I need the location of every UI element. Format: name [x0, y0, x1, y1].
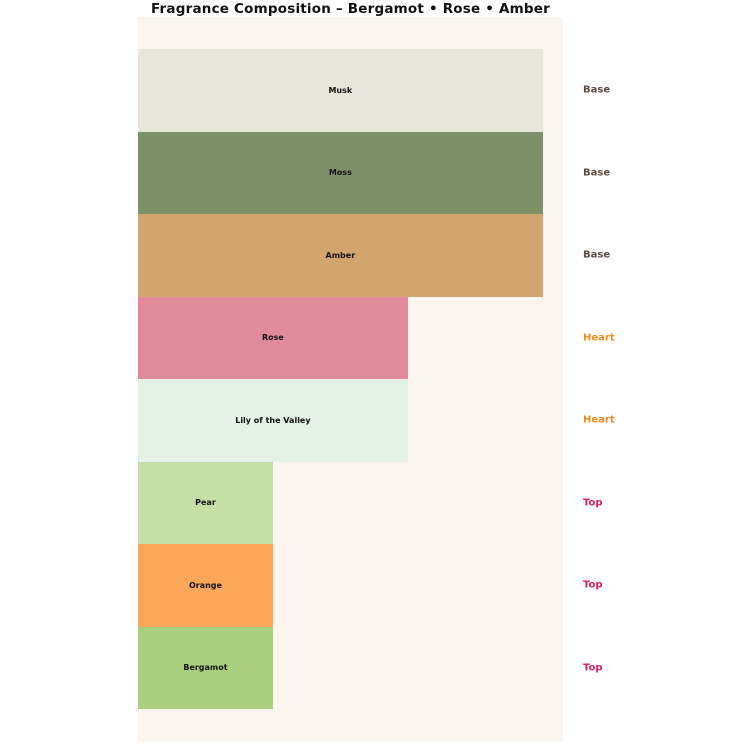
bar-label: Pear [195, 498, 216, 508]
bar-musk: Musk [138, 49, 543, 132]
bar-label: Musk [328, 85, 353, 95]
tier-label-base: Base [583, 84, 611, 96]
tier-label-top: Top [583, 579, 603, 591]
bar-orange: Orange [138, 544, 273, 627]
bar-lily-of-the-valley: Lily of the Valley [138, 379, 408, 462]
bar-label: Bergamot [183, 663, 228, 673]
tier-label-top: Top [583, 497, 603, 509]
bar-bergamot: Bergamot [138, 626, 273, 709]
bar-pear: Pear [138, 461, 273, 544]
tier-label-heart: Heart [583, 414, 615, 426]
bar-moss: Moss [138, 131, 543, 214]
bar-label: Lily of the Valley [235, 415, 311, 425]
bar-amber: Amber [138, 214, 543, 297]
plot-area: Musk Moss Amber Rose Lily of the Valley Pear O… [138, 17, 563, 742]
chart-title: Fragrance Composition – Bergamot • Rose … [151, 1, 550, 17]
bar-label: Rose [261, 333, 284, 343]
tier-label-base: Base [583, 249, 611, 261]
bar-rose: Rose [138, 296, 408, 379]
tier-label-base: Base [583, 167, 611, 179]
bar-label: Orange [188, 580, 222, 590]
bar-label: Amber [325, 250, 356, 260]
tier-label-heart: Heart [583, 332, 615, 344]
bar-label: Moss [328, 168, 352, 178]
tier-label-top: Top [583, 662, 603, 674]
